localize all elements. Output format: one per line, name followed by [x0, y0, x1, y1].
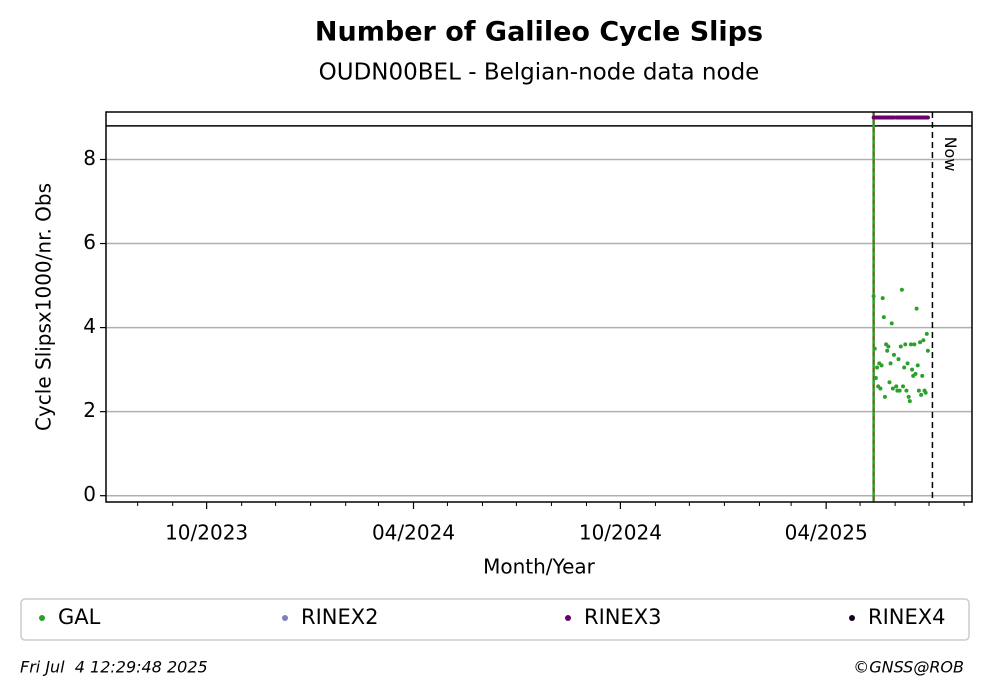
data-point — [904, 388, 909, 393]
data-point — [888, 361, 893, 366]
data-point — [902, 365, 907, 370]
data-point — [924, 331, 929, 336]
data-point — [916, 388, 921, 393]
data-point — [891, 352, 896, 357]
legend-label: RINEX4 — [868, 605, 946, 629]
footer-credit: ©GNSS@ROB — [853, 658, 964, 677]
chart-title: Number of Galileo Cycle Slips — [315, 17, 763, 48]
data-point — [923, 390, 928, 395]
data-point — [913, 371, 918, 376]
data-point — [872, 346, 877, 351]
data-point — [886, 344, 891, 349]
y-tick-label: 2 — [83, 398, 96, 422]
chart-subtitle: OUDN00BEL - Belgian-node data node — [319, 60, 760, 86]
data-point — [912, 342, 917, 347]
x-tick-label: 04/2025 — [785, 521, 868, 545]
data-point — [880, 296, 885, 301]
data-point — [897, 388, 902, 393]
y-tick-label: 4 — [83, 314, 96, 338]
now-label: Now — [941, 137, 960, 172]
y-tick-label: 0 — [83, 482, 96, 506]
data-point — [917, 340, 922, 345]
data-point — [901, 384, 906, 389]
data-point — [903, 342, 908, 347]
y-axis-label: Cycle Slipsx1000/nr. Obs — [32, 183, 56, 431]
data-point — [906, 394, 911, 399]
plot-frame — [105, 111, 973, 503]
data-point — [915, 363, 920, 368]
data-point — [879, 363, 884, 368]
legend-marker — [282, 615, 288, 621]
data-point — [881, 315, 886, 320]
data-point — [910, 367, 915, 372]
data-point — [875, 365, 880, 370]
data-point — [896, 357, 901, 362]
data-point — [894, 384, 899, 389]
data-point — [898, 344, 903, 349]
data-point — [887, 380, 892, 385]
data-point — [882, 394, 887, 399]
data-point — [920, 373, 925, 378]
data-point — [919, 392, 924, 397]
data-point — [921, 338, 926, 343]
data-point — [908, 342, 913, 347]
data-point — [873, 376, 878, 381]
data-point — [871, 294, 876, 299]
data-point — [925, 348, 930, 353]
data-point — [878, 386, 883, 391]
data-point — [899, 287, 904, 292]
data-point — [905, 361, 910, 366]
data-point — [925, 115, 930, 120]
legend-label: GAL — [58, 605, 101, 629]
x-tick-label: 10/2023 — [165, 521, 248, 545]
legend-box — [20, 598, 970, 641]
data-point — [907, 399, 912, 404]
x-axis-label: Month/Year — [483, 555, 596, 579]
legend-label: RINEX2 — [301, 605, 379, 629]
y-tick-label: 6 — [83, 230, 96, 254]
x-tick-label: 10/2024 — [579, 521, 662, 545]
data-point — [889, 321, 894, 326]
data-point — [914, 306, 919, 311]
legend-marker — [565, 615, 571, 621]
legend-label: RINEX3 — [584, 605, 662, 629]
legend-marker — [39, 615, 45, 621]
y-tick-label: 8 — [83, 146, 96, 170]
footer-timestamp: Fri Jul 4 12:29:48 2025 — [20, 658, 208, 677]
data-point — [890, 386, 895, 391]
legend-marker — [849, 615, 855, 621]
x-tick-label: 04/2024 — [372, 521, 455, 545]
data-point — [885, 348, 890, 353]
